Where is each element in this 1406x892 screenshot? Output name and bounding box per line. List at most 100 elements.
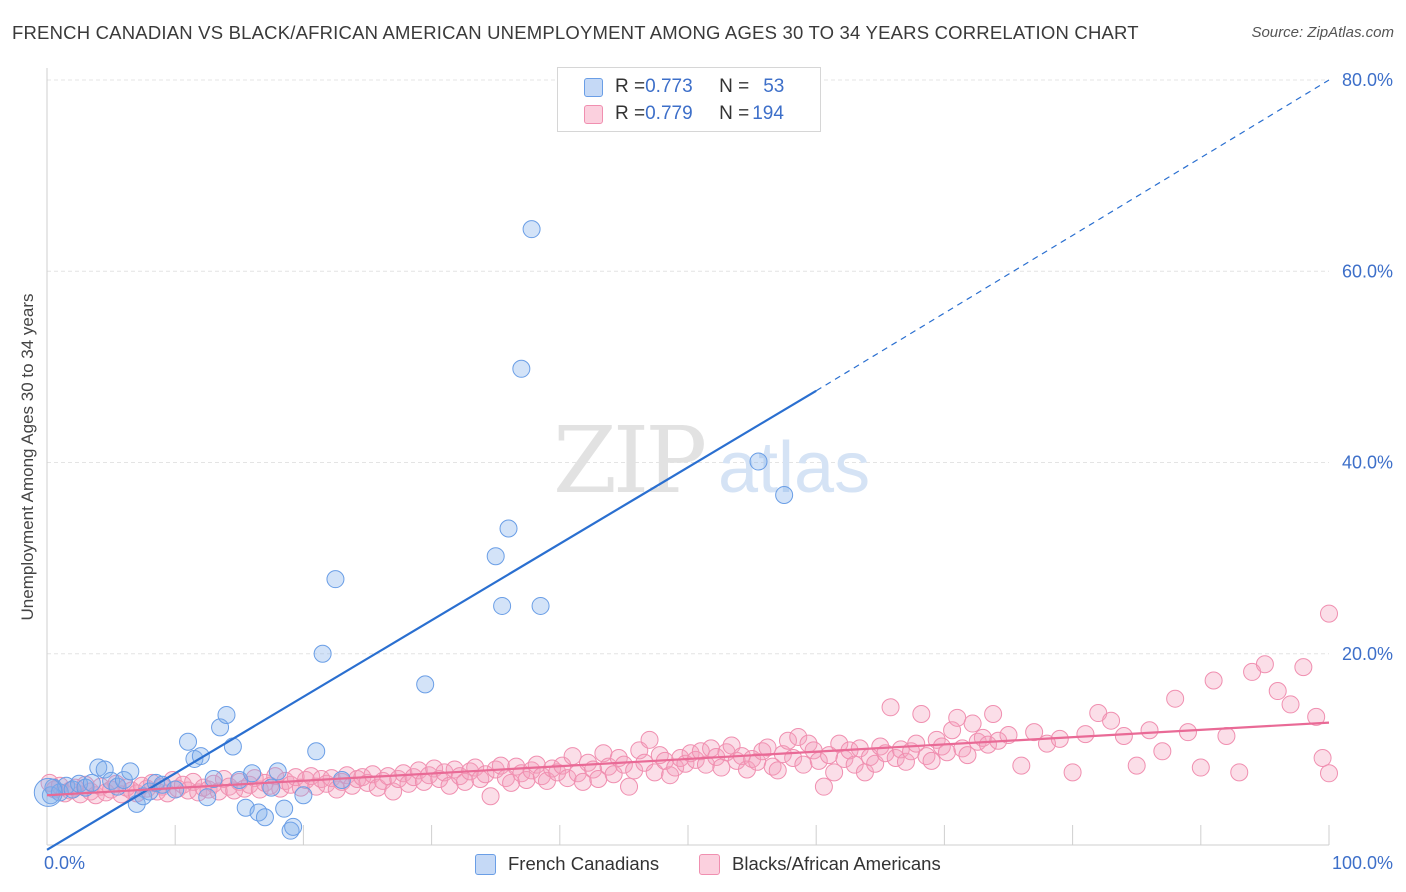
data-point-french — [284, 817, 303, 836]
watermark-zip: ZIP — [553, 407, 704, 514]
legend-n-value: 194 — [752, 103, 784, 124]
data-point-black — [1153, 742, 1172, 761]
data-point-black — [394, 764, 413, 783]
tick-labels: 20.0% 40.0% 60.0% 80.0% 0.0% 100.0% — [44, 70, 1393, 873]
legend-r-value: 0.779 — [645, 103, 693, 124]
data-point-black — [563, 747, 582, 766]
series-french-points — [33, 220, 794, 840]
data-point-black — [1102, 711, 1121, 730]
data-point-black — [573, 772, 592, 791]
data-point-black — [963, 714, 982, 733]
data-point-black — [907, 734, 926, 753]
data-point-black — [620, 777, 639, 796]
data-point-black — [358, 773, 377, 792]
data-point-french — [243, 764, 262, 783]
data-point-black — [527, 755, 546, 774]
data-point-black — [937, 743, 956, 762]
correlation-legend: R = 0.773 N = 53 R = 0.779 N = 194 — [557, 67, 821, 132]
data-point-french — [198, 788, 217, 807]
data-point-black — [932, 737, 951, 756]
data-point-black — [1320, 604, 1338, 623]
data-point-black — [455, 772, 474, 791]
data-point-black — [1313, 748, 1332, 767]
data-point-black — [1204, 671, 1223, 690]
data-point-french — [522, 220, 541, 239]
data-point-black — [948, 708, 967, 727]
y-tick-label: 60.0% — [1342, 261, 1393, 281]
data-point-black — [1140, 721, 1159, 740]
legend-row-black: R = 0.779 N = 194 — [584, 102, 784, 126]
data-point-french — [217, 705, 236, 724]
data-point-black — [1076, 725, 1095, 744]
data-point-black — [758, 738, 777, 757]
data-point-black — [1178, 723, 1197, 742]
data-point-french — [493, 596, 512, 615]
axes — [46, 68, 1330, 846]
data-point-black — [825, 763, 844, 782]
data-point-black — [522, 761, 541, 780]
trend-lines — [46, 79, 1330, 851]
chart-title: FRENCH CANADIAN VS BLACK/AFRICAN AMERICA… — [12, 22, 1139, 43]
data-point-french — [166, 780, 185, 799]
data-point-black — [712, 758, 731, 777]
bottom-legend-french: French Canadians — [475, 852, 659, 876]
data-point-black — [958, 746, 977, 765]
legend-swatch-french — [584, 77, 603, 97]
data-point-french — [249, 803, 268, 822]
data-point-french — [268, 762, 287, 781]
data-point-black — [1268, 682, 1287, 701]
y-tick-label: 40.0% — [1342, 453, 1393, 473]
bottom-legend-label-black: Blacks/African Americans — [732, 853, 941, 874]
data-point-black — [922, 751, 941, 770]
data-point-french — [82, 773, 101, 792]
data-point-black — [1281, 695, 1300, 714]
data-point-french — [313, 644, 332, 663]
data-point-french — [531, 596, 550, 615]
legend-n-label: N = — [719, 76, 750, 97]
data-point-black — [896, 752, 915, 771]
data-point-black — [1127, 756, 1146, 775]
data-point-black — [912, 704, 931, 723]
watermark-atlas: atlas — [718, 428, 870, 508]
data-point-black — [645, 763, 664, 782]
data-point-black — [768, 761, 787, 780]
data-point-french — [255, 808, 274, 827]
trend-line-black — [46, 721, 1330, 797]
data-point-black — [614, 755, 633, 774]
data-point-french — [307, 742, 326, 761]
data-point-black — [845, 755, 864, 774]
legend-r-value: 0.773 — [645, 76, 693, 97]
data-point-french — [223, 737, 242, 756]
legend-r-label: R = — [615, 76, 646, 97]
data-point-black — [984, 704, 1003, 723]
data-point-french — [204, 770, 223, 789]
legend-swatch-black — [584, 104, 603, 124]
data-point-black — [1025, 723, 1044, 742]
x-tick-label: 0.0% — [44, 853, 85, 873]
legend-n-value: 53 — [763, 76, 785, 97]
data-point-black — [999, 726, 1018, 745]
data-point-french — [95, 760, 114, 779]
data-point-french — [121, 762, 140, 781]
data-point-black — [886, 748, 905, 767]
data-point-black — [1307, 707, 1326, 726]
data-point-black — [1191, 758, 1210, 777]
data-point-black — [1255, 655, 1274, 674]
data-point-black — [1230, 763, 1249, 782]
data-point-black — [978, 735, 997, 754]
data-point-black — [1217, 726, 1236, 745]
y-axis-label: Unemployment Among Ages 30 to 34 years — [18, 293, 37, 621]
data-point-black — [789, 727, 808, 746]
data-point-black — [189, 783, 208, 802]
data-point-black — [481, 787, 500, 806]
data-point-black — [558, 769, 577, 788]
data-point-french — [416, 675, 435, 694]
data-point-black — [778, 731, 797, 750]
bottom-legend-black: Blacks/African Americans — [699, 852, 941, 876]
data-point-black — [814, 777, 833, 796]
data-point-black — [1114, 726, 1133, 745]
y-tick-label: 20.0% — [1342, 644, 1393, 664]
data-point-black — [737, 760, 756, 779]
series-black-points — [40, 604, 1338, 806]
